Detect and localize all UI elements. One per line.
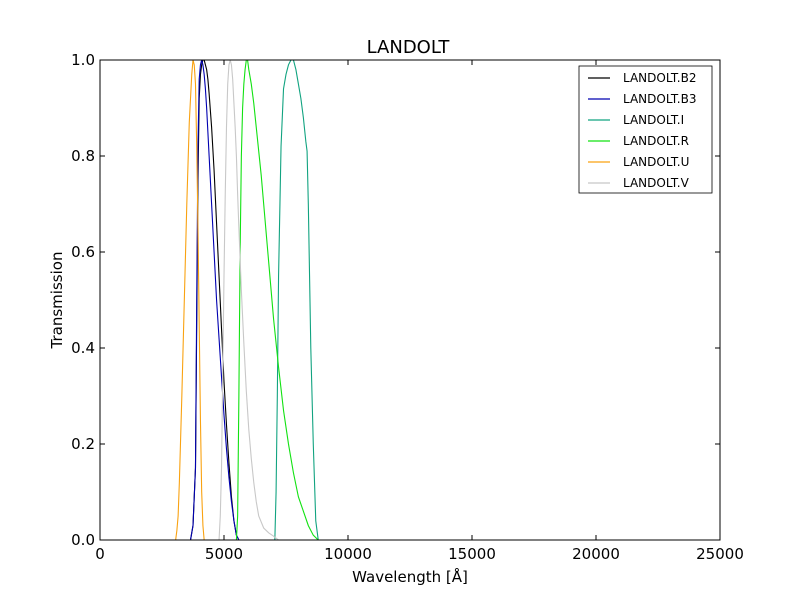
chart-title: LANDOLT	[367, 37, 451, 58]
curves-layer	[175, 60, 319, 540]
y-tick-label: 0.4	[71, 339, 95, 357]
y-tick-label: 0.6	[71, 243, 95, 261]
x-axis-label: Wavelength [Å]	[352, 567, 468, 586]
x-tick-label: 20000	[572, 545, 620, 563]
x-tick-label: 15000	[448, 545, 496, 563]
legend-label-landolt-u: LANDOLT.U	[623, 155, 689, 169]
series-line-landolt-i	[274, 60, 319, 540]
x-tick-label: 10000	[324, 545, 372, 563]
series-line-landolt-v	[218, 60, 279, 540]
x-tick-label: 25000	[696, 545, 744, 563]
plot-area-frame	[99, 59, 721, 541]
legend-label-landolt-v: LANDOLT.V	[623, 176, 690, 190]
y-tick-label: 0.2	[71, 435, 95, 453]
legend-box	[578, 65, 713, 194]
series-line-landolt-b3	[189, 60, 240, 540]
x-tick-label: 5000	[205, 545, 243, 563]
legend-label-landolt-i: LANDOLT.I	[623, 113, 684, 127]
y-tick-label: 1.0	[71, 51, 95, 69]
y-tick-label: 0.8	[71, 147, 95, 165]
legend-label-landolt-b3: LANDOLT.B3	[623, 92, 696, 106]
series-line-landolt-u	[175, 60, 205, 540]
x-tick-label: 0	[95, 545, 105, 563]
legend-label-landolt-r: LANDOLT.R	[623, 134, 689, 148]
legend: LANDOLT.B2 LANDOLT.B3 LANDOLT.I LANDOLT.R LA…	[578, 65, 713, 194]
y-axis-label: Transmission	[48, 252, 66, 350]
y-tick-label: 0.0	[71, 531, 95, 549]
series-line-landolt-r	[235, 60, 319, 540]
x-axis-ticks: 0 5000 10000 15000 20000 25000	[95, 60, 744, 563]
y-axis-ticks: 0.0 0.2 0.4 0.6 0.8 1.0	[71, 51, 720, 549]
legend-label-landolt-b2: LANDOLT.B2	[623, 71, 696, 85]
